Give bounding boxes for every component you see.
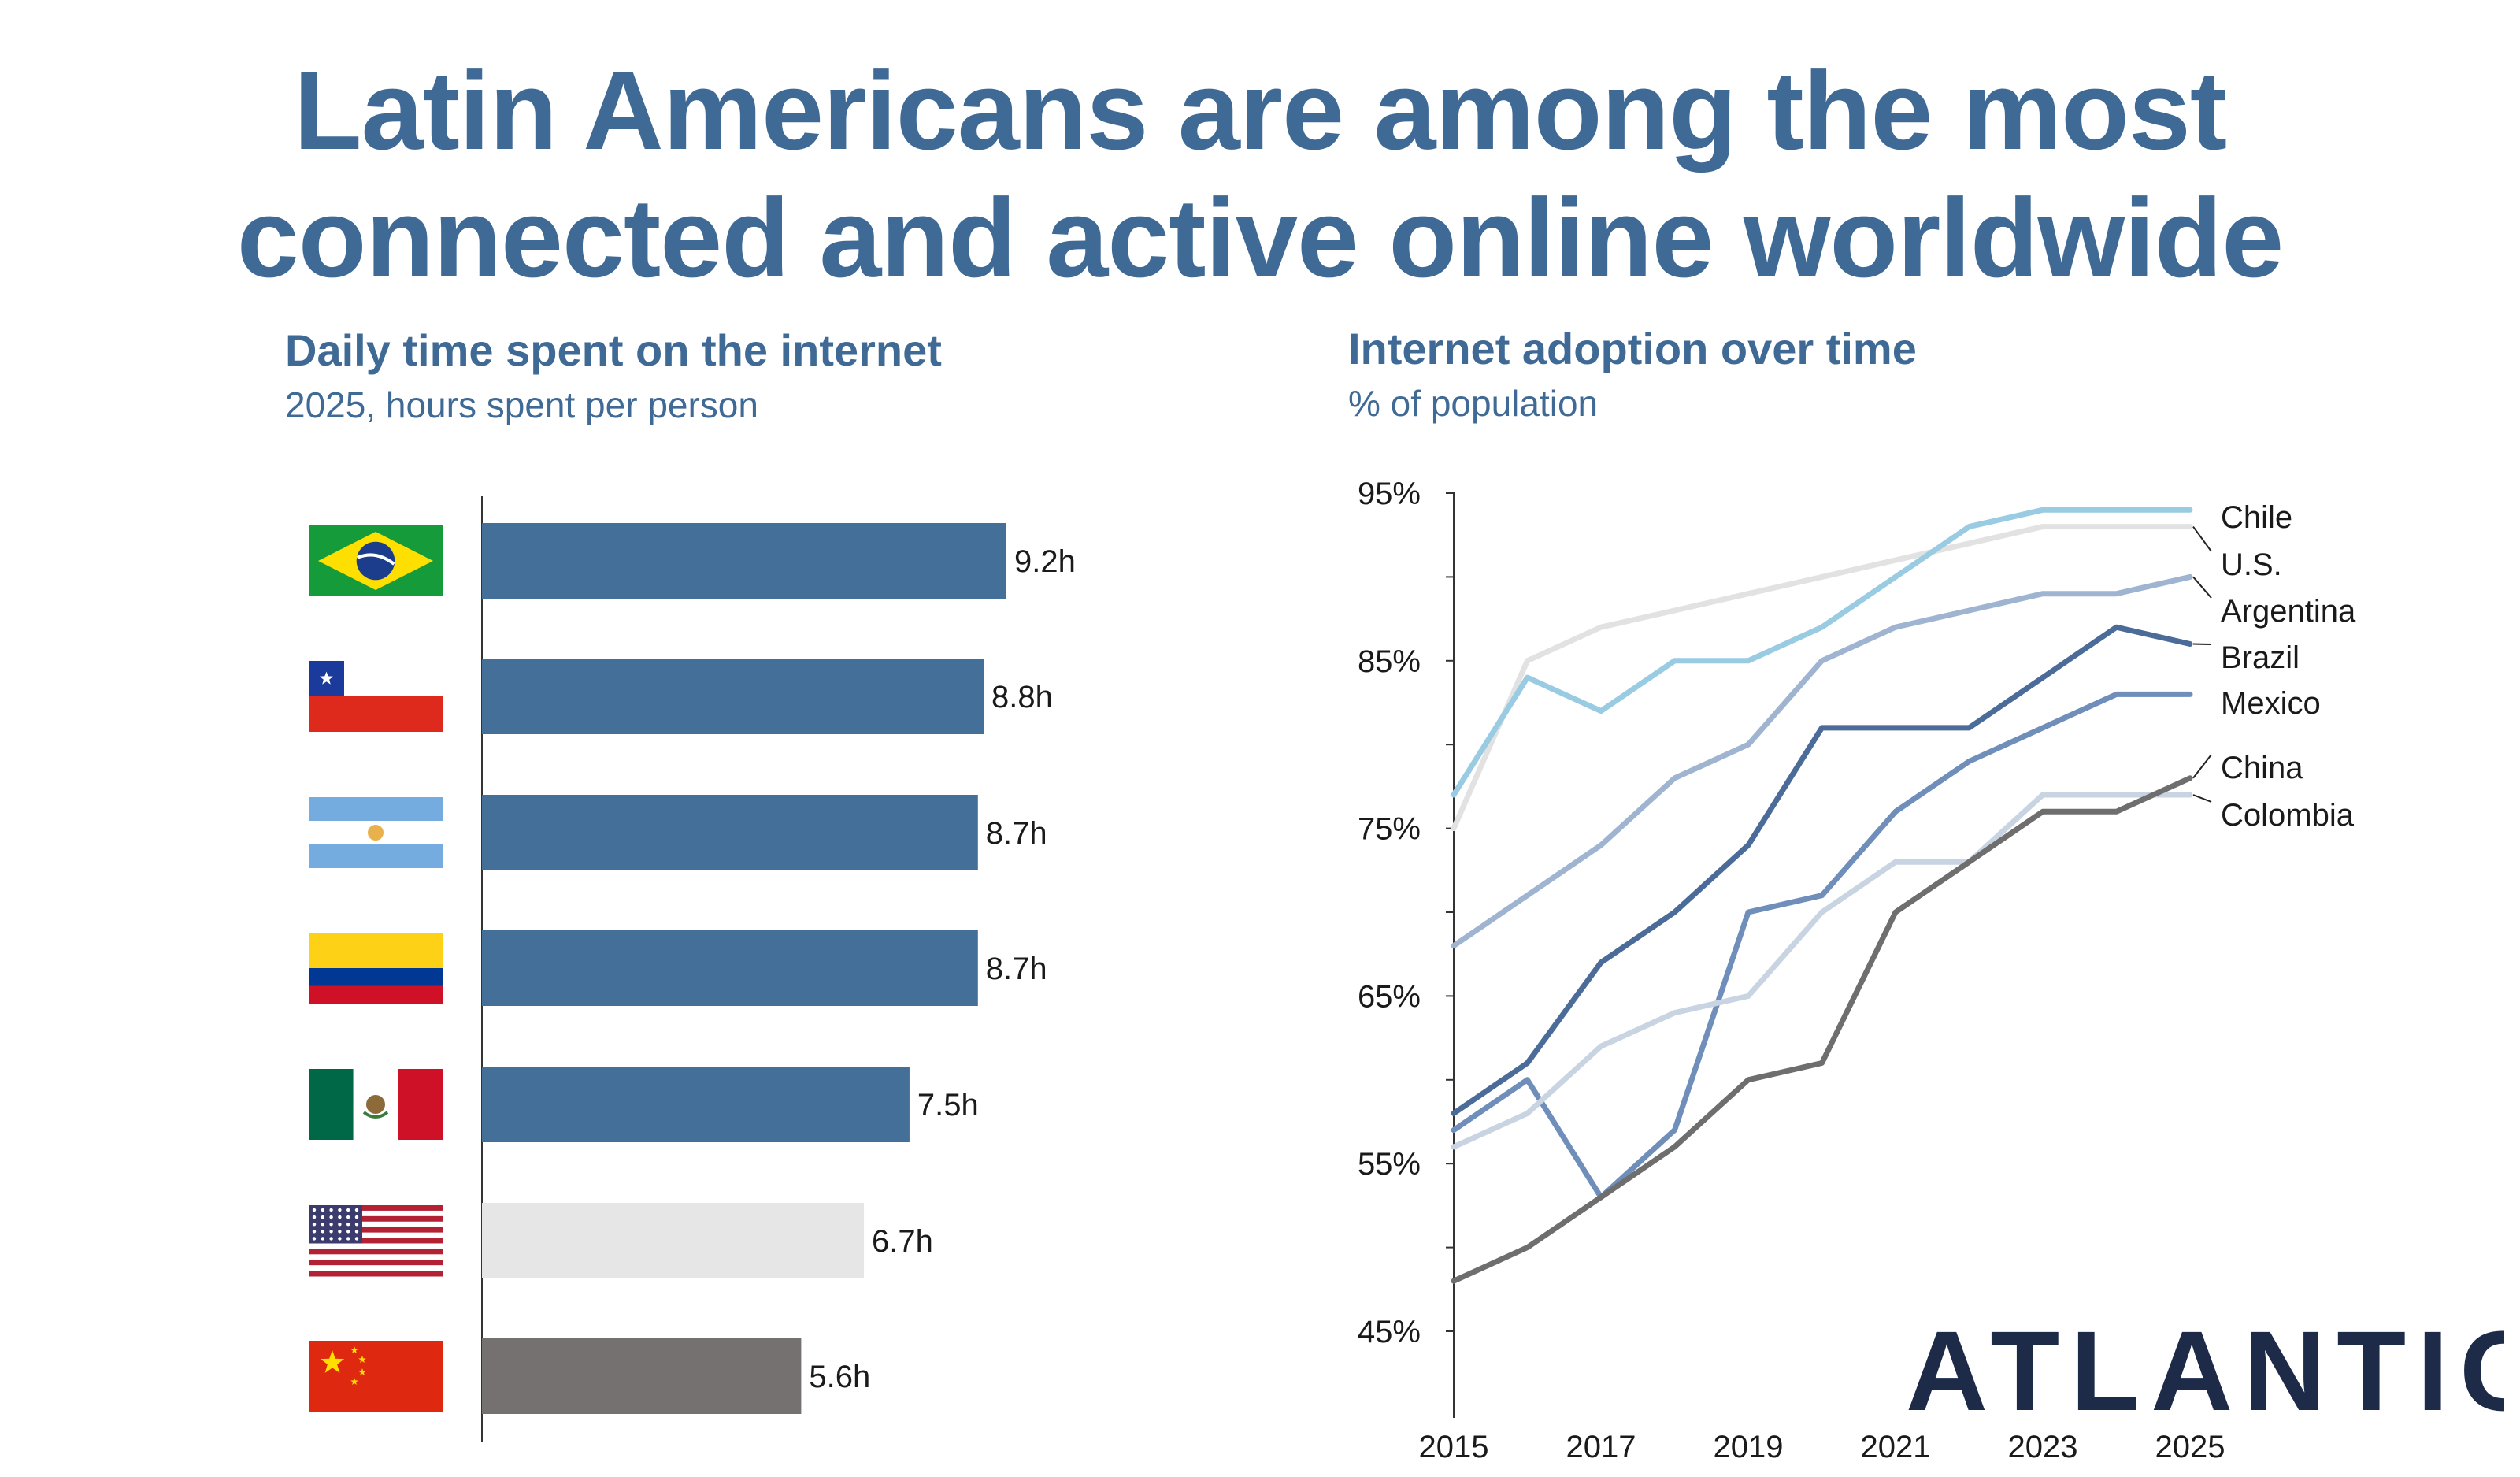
y-tick-label: 75% xyxy=(1358,812,1421,847)
bar-united-states xyxy=(482,1203,865,1278)
legend-label-colombia: Colombia xyxy=(2221,798,2355,833)
x-tick-label: 2023 xyxy=(2008,1430,2078,1464)
y-tick-label: 95% xyxy=(1358,477,1421,511)
bar-value-label: 6.7h xyxy=(872,1224,933,1259)
bar-value-label: 8.8h xyxy=(991,680,1053,714)
y-tick-label: 65% xyxy=(1358,979,1421,1014)
bar-brazil xyxy=(482,523,1006,599)
bar-value-label: 8.7h xyxy=(986,952,1047,986)
page-title: Latin Americans are among the most conne… xyxy=(0,47,2520,302)
bar-value-label: 8.7h xyxy=(986,816,1047,851)
legend-leader-line xyxy=(2192,794,2212,803)
page-title-line-2: connected and active online worldwide xyxy=(236,176,2284,301)
legend-label-argentina: Argentina xyxy=(2221,594,2356,629)
bar-mexico xyxy=(482,1067,910,1142)
atlantico-logo: ATLANTICO xyxy=(1906,1314,2504,1432)
x-tick-label: 2015 xyxy=(1419,1430,1489,1464)
bar-value-label: 9.2h xyxy=(1014,544,1076,579)
legend-leader-line xyxy=(2192,754,2212,779)
series-line-chile xyxy=(1451,507,2193,798)
series-line-china xyxy=(1451,775,2193,1284)
line-chart-title: Internet adoption over time xyxy=(1348,324,1917,373)
series-line-colombia xyxy=(1451,792,2193,1150)
legend-label-mexico: Mexico xyxy=(2221,686,2321,721)
bar-value-label: 7.5h xyxy=(917,1088,979,1123)
legend-label-chile: Chile xyxy=(2221,500,2292,535)
brand-wordmark: ATLANTICO xyxy=(1906,1314,2504,1432)
line-chart-subtitle: % of population xyxy=(1348,383,1599,424)
bar-chile xyxy=(482,659,984,734)
bar-chart-title: Daily time spent on the internet xyxy=(285,325,942,375)
y-tick-label: 55% xyxy=(1358,1147,1421,1182)
mexico-flag-icon xyxy=(309,1069,443,1140)
colombia-flag-icon xyxy=(309,933,443,1004)
legend-label-brazil: Brazil xyxy=(2221,640,2300,675)
series-line-us xyxy=(1451,524,2193,832)
legend-leader-line xyxy=(2192,525,2212,552)
x-tick-label: 2019 xyxy=(1714,1430,1784,1464)
legend-leader-line xyxy=(2192,576,2212,599)
legend-label-us: U.S. xyxy=(2221,547,2282,582)
series-line-brazil xyxy=(1451,624,2193,1116)
bar-chart-subtitle: 2025, hours spent per person xyxy=(285,384,758,425)
x-tick-label: 2021 xyxy=(1861,1430,1931,1464)
bar-china xyxy=(482,1338,802,1414)
series-line-argentina xyxy=(1451,573,2193,949)
china-flag-icon xyxy=(309,1341,443,1412)
x-tick-label: 2017 xyxy=(1566,1430,1636,1464)
chile-flag-icon xyxy=(309,661,443,732)
brazil-flag-icon xyxy=(309,525,443,596)
y-tick-label: 85% xyxy=(1358,644,1421,679)
page-title-line-1: Latin Americans are among the most xyxy=(293,48,2227,173)
x-tick-label: 2025 xyxy=(2155,1430,2225,1464)
legend-label-china: China xyxy=(2221,751,2303,785)
bar-colombia xyxy=(482,930,978,1006)
usa-flag-icon xyxy=(309,1205,443,1277)
argentina-flag-icon xyxy=(309,797,443,868)
y-tick-label: 45% xyxy=(1358,1315,1421,1349)
bar-value-label: 5.6h xyxy=(809,1360,870,1394)
series-line-mexico xyxy=(1451,691,2193,1201)
bar-argentina xyxy=(482,795,978,870)
